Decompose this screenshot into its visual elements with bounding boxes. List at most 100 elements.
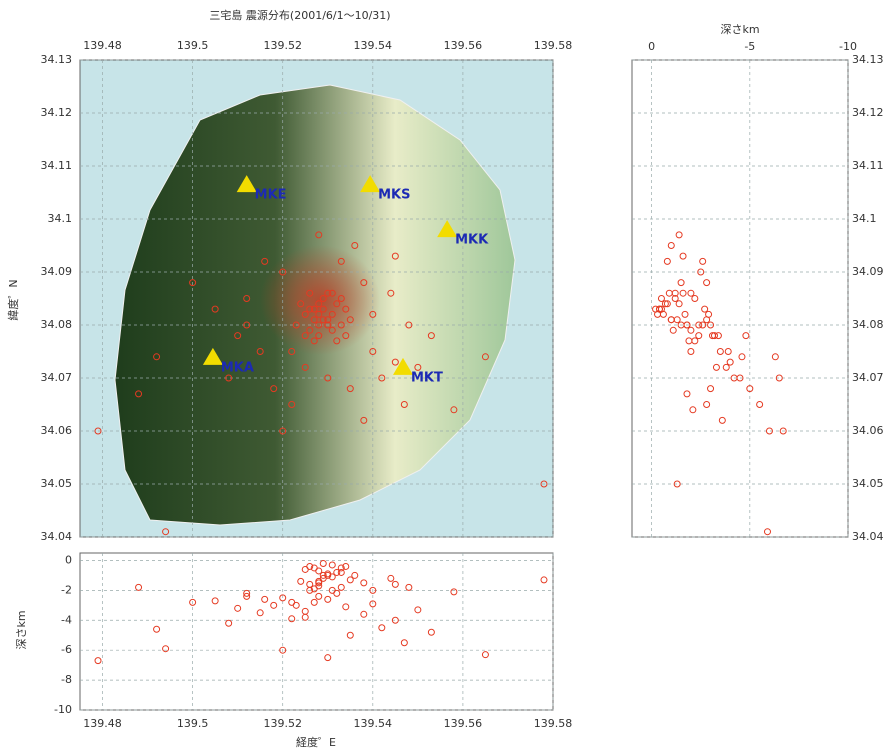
hypocenter-depth-lat <box>678 280 684 286</box>
hypocenter-lon-depth <box>392 581 398 587</box>
y-tick-label: 34.12 <box>852 106 884 119</box>
x-tick-label: 139.56 <box>444 717 483 730</box>
hypocenter-depth-lat <box>757 402 763 408</box>
hypocenter-depth-lat <box>704 280 710 286</box>
depth-tick-label: -6 <box>61 643 72 656</box>
y-tick-label: 34.11 <box>852 159 884 172</box>
station-label: MKE <box>255 188 287 203</box>
hypocenter-depth-lat <box>688 349 694 355</box>
y-tick-label: 34.05 <box>41 477 73 490</box>
y-axis-label: 緯度゜N <box>6 279 20 320</box>
station-label: MKA <box>221 360 254 375</box>
hypocenter-depth-lat <box>676 232 682 238</box>
y-tick-label: 34.13 <box>852 53 884 66</box>
depth-tick-label: 0 <box>65 553 72 566</box>
depth-tick-label: -8 <box>61 673 72 686</box>
y-tick-label: 34.1 <box>852 212 877 225</box>
hypocenter-lon-depth <box>415 607 421 613</box>
hypocenter-depth-lat <box>692 338 698 344</box>
depth-tick-label: -2 <box>61 583 72 596</box>
hypocenter-depth-lat <box>743 333 749 339</box>
hypocenter-lon-depth <box>226 620 232 626</box>
hypocenter-depth-lat <box>668 243 674 249</box>
hypocenter-lon-depth <box>316 593 322 599</box>
hypocenter-depth-lat <box>739 354 745 360</box>
hypocenter-depth-lat <box>723 364 729 370</box>
hypocenter-depth-lat <box>713 364 719 370</box>
hypocenter-lon-depth <box>406 584 412 590</box>
hypocenter-depth-lat <box>690 407 696 413</box>
depth-tick-label: -4 <box>61 613 72 626</box>
hypocenter-lon-depth <box>338 569 344 575</box>
y-tick-label: 34.06 <box>852 424 884 437</box>
hypocenter-lon-depth <box>352 572 358 578</box>
x-tick-label: 139.54 <box>354 717 393 730</box>
hypocenter-lon-depth <box>379 625 385 631</box>
y-tick-label: 34.04 <box>852 530 884 543</box>
hypocenter-lon-depth <box>451 589 457 595</box>
hypocenter-depth-lat <box>688 327 694 333</box>
hypocenter-lon-depth <box>347 632 353 638</box>
hypocenter-lon-depth <box>401 640 407 646</box>
hypocenter-lon-depth <box>428 629 434 635</box>
y-tick-label: 34.11 <box>41 159 73 172</box>
hypocenter-depth-lat <box>692 296 698 302</box>
hypocenter-depth-lat <box>702 306 708 312</box>
chart: 三宅島 震源分布(2001/6/1～10/31) 緯度゜N 経度゜E 深さkm … <box>0 0 889 753</box>
y-tick-label: 34.12 <box>41 106 73 119</box>
y-tick-label: 34.09 <box>852 265 884 278</box>
hypocenter-depth-lat <box>727 359 733 365</box>
y-tick-label: 34.07 <box>41 371 73 384</box>
hypocenter-lon-depth <box>361 580 367 586</box>
hypocenter-depth-lat <box>764 529 770 535</box>
x-tick-label: 139.52 <box>263 717 302 730</box>
hypocenter-depth-lat <box>704 402 710 408</box>
hypocenter-lon-depth <box>325 655 331 661</box>
hypocenter-lon-depth <box>338 584 344 590</box>
hypocenter-lon-depth <box>271 602 277 608</box>
hypocenter-lon-depth <box>257 610 263 616</box>
hypocenter-depth-lat <box>676 301 682 307</box>
depth-axis-label: 深さkm <box>720 23 759 36</box>
station-label: MKT <box>411 370 443 385</box>
depth-tick-label: -10 <box>54 703 72 716</box>
hypocenter-depth-lat <box>666 290 672 296</box>
x-tick-label: 139.52 <box>263 39 302 52</box>
hypocenter-lon-depth <box>289 616 295 622</box>
x-tick-label: 139.48 <box>83 717 122 730</box>
hypocenter-lon-depth <box>235 605 241 611</box>
hypocenter-lon-depth <box>388 575 394 581</box>
hypocenter-depth-lat <box>686 338 692 344</box>
station-label: MKS <box>378 188 410 203</box>
hypocenter-lon-depth <box>361 611 367 617</box>
hypocenter-lon-depth <box>136 584 142 590</box>
station-label: MKK <box>455 233 489 248</box>
depth-tick-label: -10 <box>839 40 857 53</box>
y-tick-label: 34.13 <box>41 53 73 66</box>
hypocenter-lon-depth <box>302 608 308 614</box>
hypocenter-depth-lat <box>670 327 676 333</box>
hypocenter-depth-lat <box>717 349 723 355</box>
hypocenter-depth-lat <box>688 290 694 296</box>
x-axis-label: 経度゜E <box>296 735 336 749</box>
y-tick-label: 34.05 <box>852 477 884 490</box>
y-tick-label: 34.04 <box>41 530 73 543</box>
hypocenter-lon-depth <box>302 614 308 620</box>
y-tick-label: 34.1 <box>48 212 73 225</box>
hypocenter-lon-depth <box>311 599 317 605</box>
hypocenter-lon-depth <box>329 562 335 568</box>
hypocenter-lon-depth <box>154 626 160 632</box>
hypocenter-lon-depth <box>95 658 101 664</box>
hypocenter-lon-depth <box>212 598 218 604</box>
hypocenter-depth-lat <box>708 386 714 392</box>
hypocenter-lon-depth <box>289 599 295 605</box>
hypocenter-depth-lat <box>660 311 666 317</box>
x-tick-label: 139.58 <box>534 39 573 52</box>
y-tick-label: 34.06 <box>41 424 73 437</box>
hypocenter-depth-lat <box>696 333 702 339</box>
hypocenter-depth-lat <box>706 311 712 317</box>
hypocenter-depth-lat <box>684 391 690 397</box>
y-tick-label: 34.08 <box>41 318 73 331</box>
hypocenter-lon-depth <box>298 578 304 584</box>
x-tick-label: 139.58 <box>534 717 573 730</box>
